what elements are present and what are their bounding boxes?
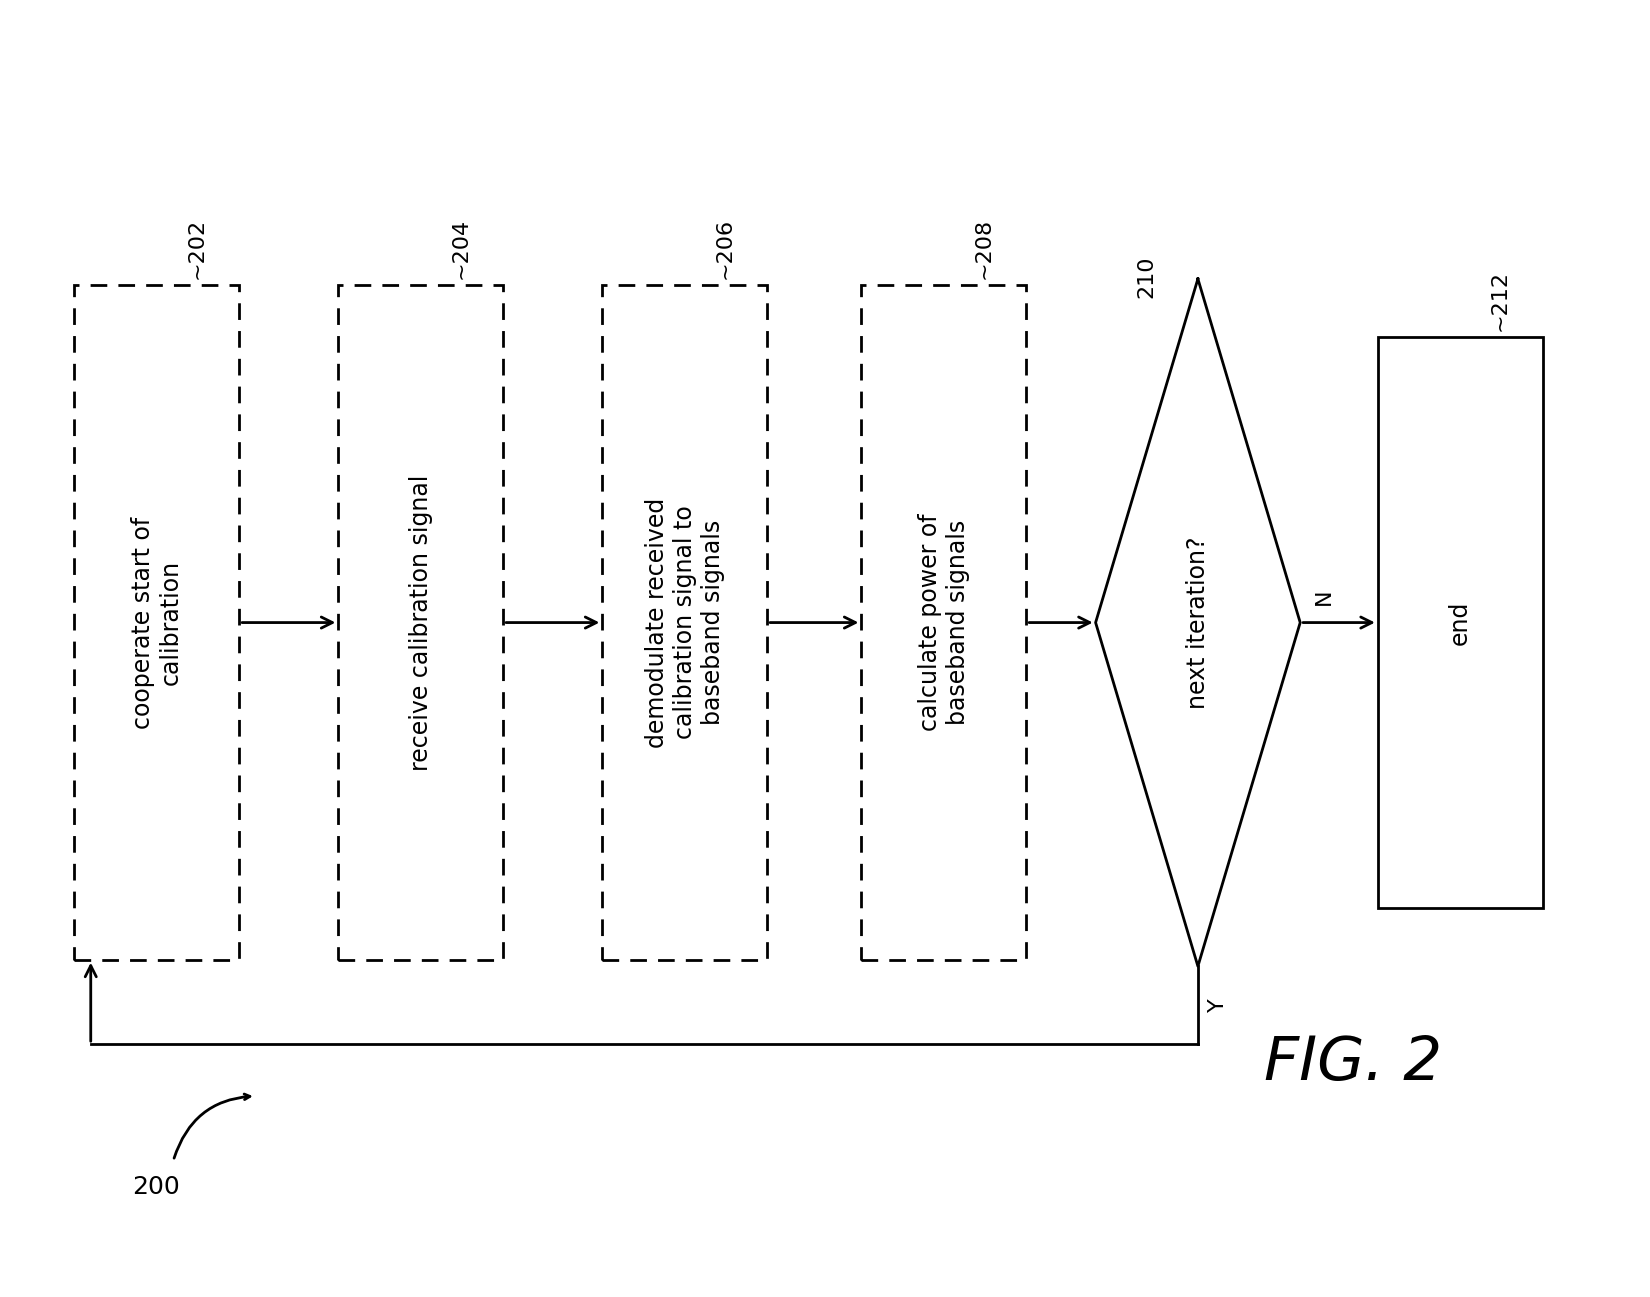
Bar xyxy=(861,285,1026,960)
Text: ~206: ~206 xyxy=(714,218,734,279)
Bar xyxy=(602,285,767,960)
Bar xyxy=(1378,337,1543,908)
Text: next iteration?: next iteration? xyxy=(1186,537,1209,708)
Bar xyxy=(338,285,503,960)
Text: ~204: ~204 xyxy=(450,218,470,279)
Text: N: N xyxy=(1313,589,1333,604)
Text: cooperate start of
calibration: cooperate start of calibration xyxy=(130,516,183,729)
Text: ~208: ~208 xyxy=(974,218,993,279)
Text: 200: 200 xyxy=(132,1175,180,1198)
Text: ~212: ~212 xyxy=(1490,270,1510,331)
Text: Y: Y xyxy=(1208,999,1228,1013)
Text: receive calibration signal: receive calibration signal xyxy=(409,475,432,770)
Text: calculate power of
baseband signals: calculate power of baseband signals xyxy=(917,514,970,732)
Bar xyxy=(74,285,239,960)
Text: ~202: ~202 xyxy=(186,218,206,279)
Text: demodulate received
calibration signal to
baseband signals: demodulate received calibration signal t… xyxy=(645,498,724,747)
Text: end: end xyxy=(1449,601,1472,645)
Text: FIG. 2: FIG. 2 xyxy=(1264,1034,1442,1093)
Polygon shape xyxy=(1096,279,1300,966)
Text: 210: 210 xyxy=(1137,256,1157,298)
